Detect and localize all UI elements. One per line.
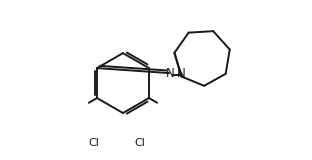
Text: Cl: Cl [88,138,99,148]
Text: N: N [165,67,174,80]
Text: Cl: Cl [134,138,145,148]
Text: N: N [177,67,186,80]
